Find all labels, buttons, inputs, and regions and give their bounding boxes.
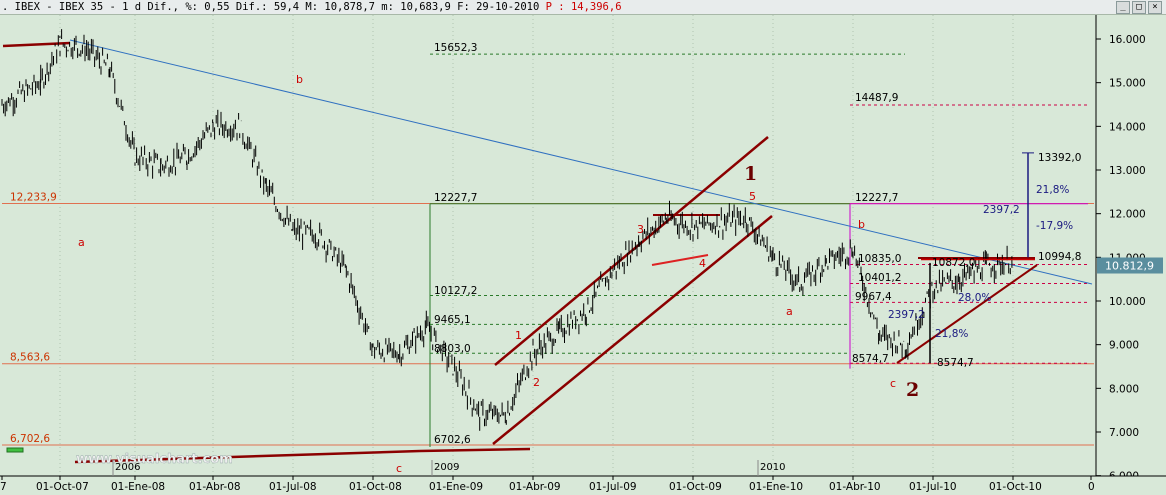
fib-value-label: 2397,2 (888, 309, 925, 321)
annotation-labels: a b c a b c 1 2 3 4 5 1 2 15652,3 14487,9 12227,7 12227,… (76, 42, 1082, 475)
title-bar: . IBEX - IBEX 35 - 1 d Dif., %: 0,55 Dif… (0, 0, 1166, 15)
year-marker-label: 2006 (115, 462, 140, 473)
x-tick-label: 01-Jul-09 (589, 481, 637, 493)
minimize-button[interactable]: _ (1116, 1, 1130, 14)
level-label: 12,233,9 (10, 191, 57, 203)
window-buttons: _ □ × (1116, 1, 1162, 14)
fib-value-label: 6702,6 (434, 434, 471, 446)
channel-line (651, 254, 709, 266)
y-tick-label: 12.000 (1109, 209, 1146, 221)
axes: 16.00015.00014.00013.00012.00011.00010.0… (0, 15, 1166, 495)
watermark: www.visualchart.com (76, 452, 233, 467)
x-tick-label: 01-Ene-09 (429, 481, 483, 493)
x-tick-label: 01-Jul-10 (909, 481, 957, 493)
x-tick-label: 01-Oct-09 (669, 481, 722, 493)
maximize-button[interactable]: □ (1132, 1, 1146, 14)
fib-value-label: 12227,7 (434, 192, 477, 204)
fib-value-label: 21,8% (935, 328, 968, 340)
channel-line (492, 215, 773, 445)
fib-value-label: 14487,9 (855, 92, 898, 104)
wave-label: 4 (699, 257, 706, 270)
level-label: 6,702,6 (10, 433, 50, 445)
wave-label: b (858, 218, 865, 231)
x-tick-label: 01-Abr-08 (189, 481, 241, 493)
channel-line (896, 264, 1038, 364)
x-tick-label: 01-Abr-09 (509, 481, 561, 493)
fib-value-label: -17,9% (1036, 220, 1073, 232)
fib-value-label: 13392,0 (1038, 152, 1081, 164)
fib-value-label: 2397,2 (983, 204, 1020, 216)
fib-value-label: 9967,4 (855, 291, 892, 303)
wave-label: a (786, 305, 793, 318)
x-tick-label: 7 (0, 481, 7, 493)
wave-label: 5 (749, 190, 756, 203)
major-wave-label: 2 (906, 379, 919, 401)
fib-value-label: 15652,3 (434, 42, 477, 54)
wave-label: c (396, 462, 402, 475)
level-label: 8,563,6 (10, 352, 50, 364)
year-marker-label: 2009 (434, 462, 459, 473)
year-marker-label: 2010 (760, 462, 785, 473)
y-tick-label: 7.000 (1109, 427, 1139, 439)
wave-label: b (296, 73, 303, 86)
close-button[interactable]: × (1148, 1, 1162, 14)
x-tick-label: 01-Jul-08 (269, 481, 317, 493)
y-axis-panel (1096, 15, 1166, 476)
fib-value-label: 8803,0 (434, 343, 471, 355)
last-price-box (1097, 257, 1163, 274)
y-tick-label: 13.000 (1109, 165, 1146, 177)
downtrend-line (69, 39, 1093, 285)
fib-value-label: 10401,2 (858, 272, 901, 284)
x-tick-label: 01-Oct-10 (989, 481, 1042, 493)
channel-line (2, 41, 71, 48)
wave-label: 1 (515, 329, 522, 342)
fib-value-label: 8574,7 (852, 353, 889, 365)
wave-label: a (78, 236, 85, 249)
x-tick-label: 01-Oct-08 (349, 481, 402, 493)
x-tick-label: 0 (1088, 481, 1095, 493)
price-bars (1, 29, 1013, 431)
fib-value-label: 12227,7 (855, 192, 898, 204)
channel-line (74, 449, 421, 464)
fib-value-label: 10835,0 (858, 253, 901, 265)
y-tick-label: 9.000 (1109, 340, 1139, 352)
fibonacci-lines (429, 53, 1088, 447)
y-tick-label: 14.000 (1109, 121, 1146, 133)
trendlines (2, 39, 1093, 464)
fib-value-label: 8574,7 (937, 357, 974, 369)
wave-label: 2 (533, 376, 540, 389)
y-tick-label: 16.000 (1109, 34, 1146, 46)
wave-label: 3 (637, 223, 644, 236)
legend-marker (6, 447, 24, 453)
fib-value-label: 28,0% (958, 292, 991, 304)
x-tick-label: 01-Oct-07 (36, 481, 89, 493)
grid (59, 15, 1014, 476)
overlay-lines (921, 152, 1035, 364)
y-tick-label: 15.000 (1109, 78, 1146, 90)
last-price-text: P : 14,396,6 (545, 1, 622, 13)
x-tick-label: 01-Ene-10 (749, 481, 803, 493)
fib-value-label: 10872,0 (932, 257, 975, 269)
wave-label: c (890, 377, 896, 390)
x-tick-label: 01-Abr-10 (829, 481, 881, 493)
channel-line (494, 136, 769, 366)
title-text: . IBEX - IBEX 35 - 1 d Dif., %: 0,55 Dif… (2, 1, 546, 13)
y-tick-label: 8.000 (1109, 383, 1139, 395)
fib-value-label: 10994,8 (1038, 251, 1081, 263)
fib-value-label: 9465,1 (434, 314, 471, 326)
major-wave-label: 1 (744, 163, 757, 185)
x-tick-label: 01-Ene-08 (111, 481, 165, 493)
last-price-label: 10.812,9 (1105, 260, 1154, 273)
x-axis-panel (0, 476, 1166, 495)
channel-line (419, 447, 531, 453)
horizontal-levels: 12,233,9 8,563,6 6,702,6 (2, 191, 1094, 453)
fib-value-label: 21,8% (1036, 184, 1069, 196)
fib-value-label: 10127,2 (434, 285, 477, 297)
y-tick-label: 10.000 (1109, 296, 1146, 308)
